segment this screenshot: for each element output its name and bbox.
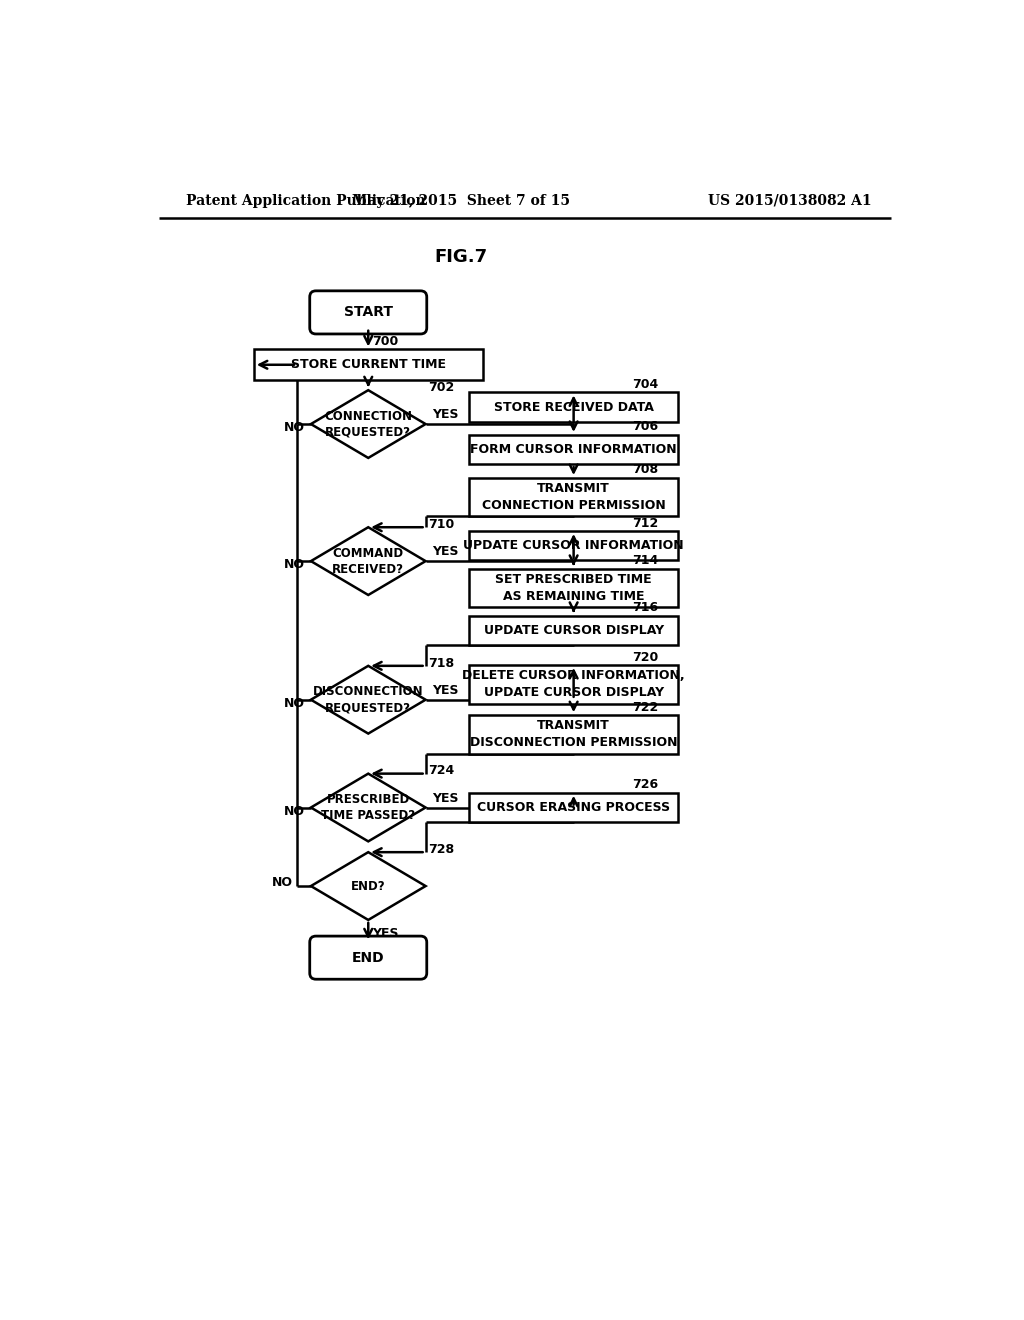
Text: 714: 714 (632, 554, 658, 568)
Text: 706: 706 (632, 420, 657, 433)
Text: CURSOR ERASING PROCESS: CURSOR ERASING PROCESS (477, 801, 670, 814)
Text: FORM CURSOR INFORMATION: FORM CURSOR INFORMATION (470, 444, 677, 455)
Text: 700: 700 (372, 335, 398, 348)
Bar (254, 350, 482, 380)
Bar (469, 531, 678, 560)
Text: DISCONNECTION
REQUESTED?: DISCONNECTION REQUESTED? (313, 685, 424, 714)
Text: 702: 702 (428, 381, 455, 395)
Text: 704: 704 (632, 378, 658, 391)
Text: END?: END? (351, 879, 386, 892)
Text: NO: NO (284, 697, 305, 710)
Text: FIG.7: FIG.7 (434, 248, 487, 265)
Text: PRESCRIBED
TIME PASSED?: PRESCRIBED TIME PASSED? (322, 793, 416, 822)
Text: UPDATE CURSOR DISPLAY: UPDATE CURSOR DISPLAY (483, 624, 664, 638)
Polygon shape (311, 527, 426, 595)
Text: 720: 720 (632, 651, 658, 664)
Text: 716: 716 (632, 601, 657, 614)
Text: COMMAND
RECEIVED?: COMMAND RECEIVED? (332, 546, 404, 576)
Text: TRANSMIT
CONNECTION PERMISSION: TRANSMIT CONNECTION PERMISSION (481, 482, 666, 512)
Text: Patent Application Publication: Patent Application Publication (186, 194, 426, 207)
Text: May 21, 2015  Sheet 7 of 15: May 21, 2015 Sheet 7 of 15 (352, 194, 570, 207)
Bar (469, 569, 678, 607)
Text: YES: YES (372, 927, 398, 940)
Text: CONNECTION
REQUESTED?: CONNECTION REQUESTED? (325, 409, 413, 438)
FancyBboxPatch shape (309, 936, 427, 979)
Text: YES: YES (432, 792, 459, 805)
Text: NO: NO (284, 421, 305, 434)
Text: START: START (344, 305, 393, 319)
Text: 722: 722 (632, 701, 658, 714)
Text: US 2015/0138082 A1: US 2015/0138082 A1 (709, 194, 872, 207)
Text: YES: YES (432, 684, 459, 697)
Text: DELETE CURSOR INFORMATION,
UPDATE CURSOR DISPLAY: DELETE CURSOR INFORMATION, UPDATE CURSOR… (462, 669, 685, 700)
FancyBboxPatch shape (309, 290, 427, 334)
Bar (469, 434, 678, 465)
Text: YES: YES (432, 408, 459, 421)
Text: STORE CURRENT TIME: STORE CURRENT TIME (291, 358, 445, 371)
Bar (469, 793, 678, 822)
Bar (469, 392, 678, 422)
Bar (469, 665, 678, 704)
Text: TRANSMIT
DISCONNECTION PERMISSION: TRANSMIT DISCONNECTION PERMISSION (470, 719, 677, 750)
Text: 712: 712 (632, 516, 658, 529)
Polygon shape (311, 774, 426, 841)
Text: UPDATE CURSOR INFORMATION: UPDATE CURSOR INFORMATION (463, 539, 684, 552)
Text: NO: NO (284, 805, 305, 818)
Text: END: END (352, 950, 385, 965)
Polygon shape (311, 853, 426, 920)
Bar (469, 715, 678, 754)
Text: STORE RECEIVED DATA: STORE RECEIVED DATA (494, 400, 653, 413)
Text: SET PRESCRIBED TIME
AS REMAINING TIME: SET PRESCRIBED TIME AS REMAINING TIME (496, 573, 652, 603)
Text: YES: YES (432, 545, 459, 558)
Text: NO: NO (272, 875, 293, 888)
Text: 728: 728 (428, 843, 454, 855)
Text: 708: 708 (632, 463, 657, 477)
Bar (469, 615, 678, 645)
Polygon shape (311, 391, 426, 458)
Bar (469, 478, 678, 516)
Polygon shape (311, 665, 426, 734)
Text: 710: 710 (428, 517, 455, 531)
Text: 718: 718 (428, 656, 454, 669)
Text: 724: 724 (428, 764, 455, 777)
Text: NO: NO (284, 558, 305, 572)
Text: 726: 726 (632, 779, 657, 792)
